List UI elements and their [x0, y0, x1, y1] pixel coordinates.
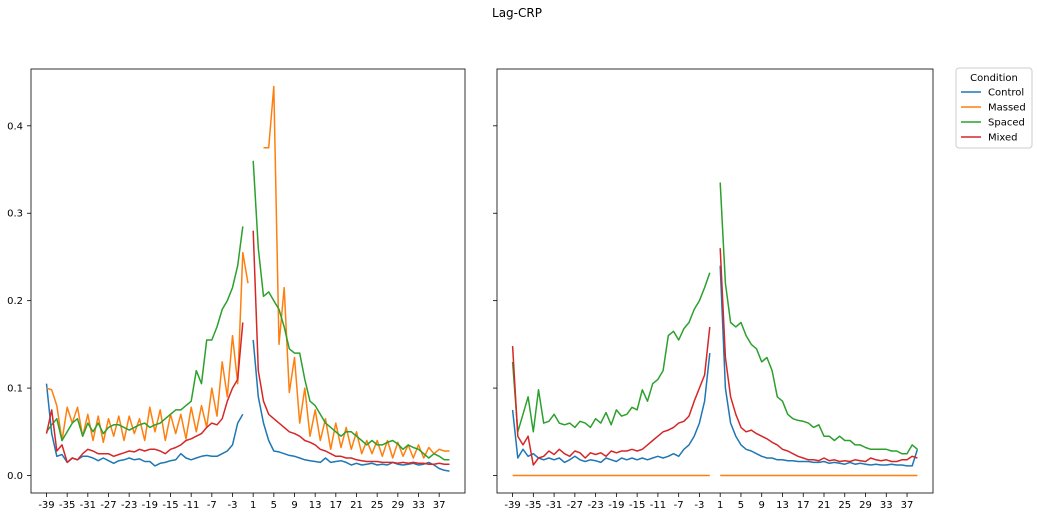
left-subplot: -39 -35 -31 -27 -23 -19 -15 -11 -7 -3 1 5 9 13 17 21 25 2…: [7, 68, 466, 511]
series-spaced: [511, 182, 918, 455]
x-tick-label: 9: [291, 500, 297, 511]
x-tick-label: 21: [350, 500, 363, 511]
x-tick-label: -31: [80, 500, 96, 511]
legend-title: Condition: [970, 73, 1018, 84]
x-tick-label: -19: [608, 500, 624, 511]
series-line-massed: [46, 251, 249, 444]
x-tick-label: 13: [309, 500, 322, 511]
legend-label-spaced: Spaced: [988, 118, 1025, 129]
x-tick-label: 17: [329, 500, 342, 511]
series-mixed: [45, 230, 450, 465]
x-tick-label: -23: [121, 500, 137, 511]
series-line-spaced: [45, 226, 244, 442]
x-tick-label: -23: [587, 500, 603, 511]
x-tick-label: -3: [228, 500, 238, 511]
x-tick-label: 9: [759, 500, 765, 511]
x-tick-label: 25: [838, 500, 851, 511]
x-tick-label: 29: [391, 500, 404, 511]
series-line-mixed: [719, 248, 918, 463]
series-line-mixed: [252, 230, 450, 465]
axes-frame: [496, 68, 934, 494]
x-tick-label: 33: [880, 500, 893, 511]
x-tick-label: -15: [162, 500, 178, 511]
series-line-mixed: [45, 322, 244, 464]
x-tick-label: -31: [546, 500, 562, 511]
y-tick-label: 0.0: [7, 471, 23, 482]
x-tick-label: 5: [271, 500, 277, 511]
x-tick-label: -35: [59, 500, 75, 511]
series-line-mixed: [511, 326, 711, 466]
series-line-massed: [263, 85, 450, 459]
series-mixed: [511, 248, 918, 466]
series-control: [45, 339, 450, 472]
series-massed: [46, 85, 450, 459]
x-tick-label: -27: [100, 500, 116, 511]
y-tick-label: 0.1: [7, 384, 23, 395]
x-tick-label: 5: [738, 500, 744, 511]
figure-title: Lag-CRP: [492, 6, 542, 20]
series-line-control: [719, 265, 919, 467]
legend-label-mixed: Mixed: [988, 133, 1018, 144]
x-tick-label: 21: [818, 500, 831, 511]
series-line-spaced: [511, 272, 711, 433]
x-tick-label: 17: [797, 500, 810, 511]
x-tick-label: -15: [629, 500, 645, 511]
y-tick-label: 0.4: [7, 121, 23, 132]
x-tick-label: 37: [433, 500, 446, 511]
axes-frame: [30, 68, 466, 494]
y-tick-label: 0.3: [7, 209, 23, 220]
x-tick-label: -7: [207, 500, 217, 511]
x-tick-label: -3: [694, 500, 704, 511]
x-tick-label: -11: [183, 500, 199, 511]
right-subplot: -39 -35 -31 -27 -23 -19 -15 -11 -7 -3 1 5 9 13 17 21 25 2…: [493, 68, 934, 511]
legend-label-control: Control: [988, 88, 1024, 99]
legend: Condition Control Massed Spaced Mixed: [955, 67, 1033, 149]
x-tick-label: 1: [250, 500, 256, 511]
series-line-spaced: [719, 182, 918, 455]
x-tick-label: 13: [776, 500, 789, 511]
x-tick-label: 1: [717, 500, 723, 511]
series-control: [511, 265, 919, 467]
legend-label-massed: Massed: [988, 103, 1026, 114]
y-tick-label: 0.2: [7, 296, 23, 307]
x-tick-label: 29: [859, 500, 872, 511]
series-line-spaced: [252, 160, 450, 461]
x-tick-label: -39: [504, 500, 520, 511]
x-tick-label: -11: [650, 500, 666, 511]
series-line-control: [252, 339, 450, 472]
x-tick-label: -35: [525, 500, 541, 511]
legend-frame: [955, 67, 1033, 149]
x-tick-label: 37: [901, 500, 914, 511]
x-tick-label: -19: [142, 500, 158, 511]
x-tick-label: 33: [412, 500, 425, 511]
x-tick-label: 25: [371, 500, 384, 511]
series-spaced: [45, 160, 450, 461]
x-tick-label: -39: [38, 500, 54, 511]
x-tick-label: -7: [674, 500, 684, 511]
x-tick-label: -27: [567, 500, 583, 511]
series-line-control: [511, 353, 711, 464]
